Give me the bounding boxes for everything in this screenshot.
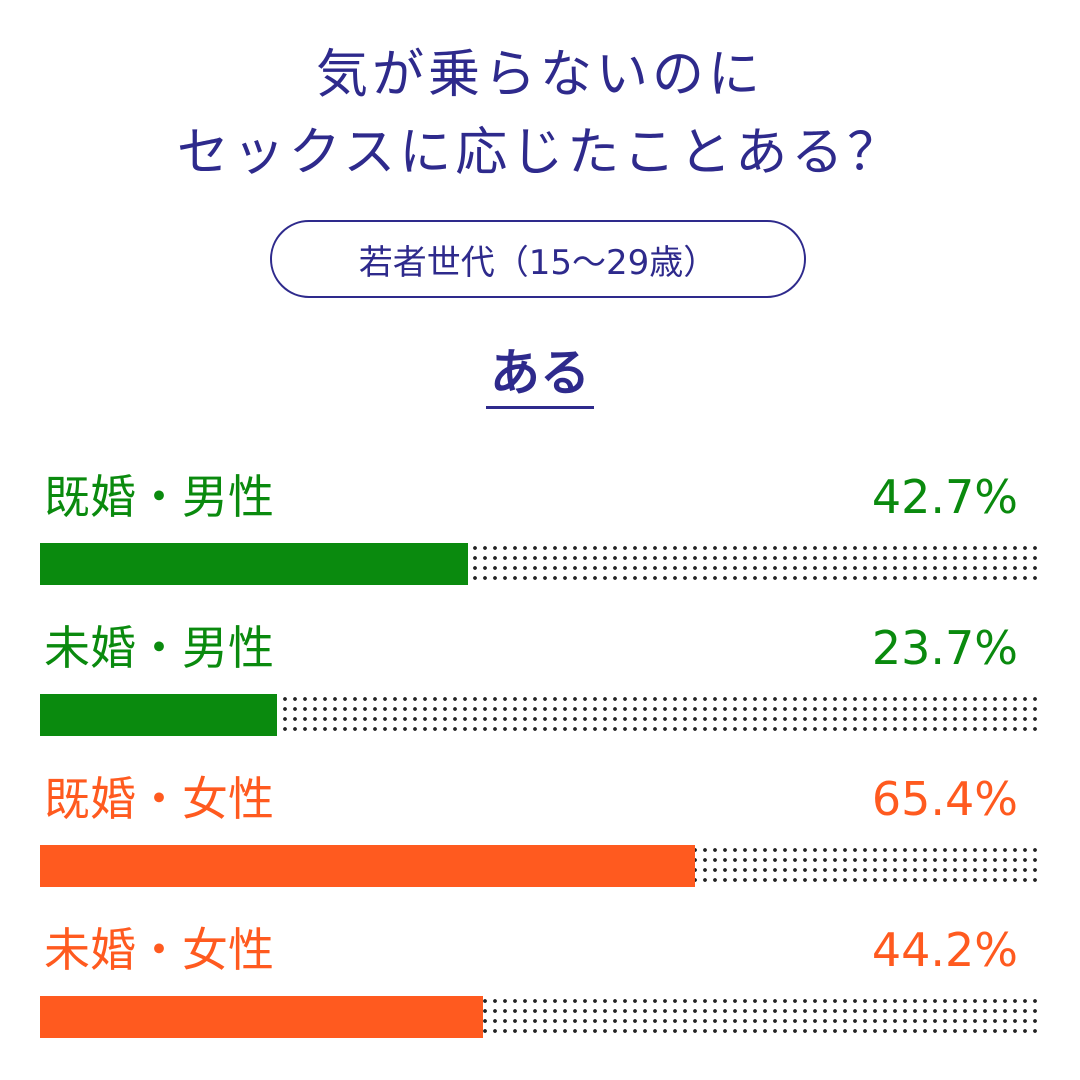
bar-row: 未婚・男性 23.7% [40, 606, 1042, 757]
bar [40, 694, 277, 736]
bar-value-label: 44.2% [871, 923, 1018, 977]
age-group-label: 若者世代（15～29歳） [358, 242, 718, 283]
bar-track [40, 543, 1042, 585]
bar-category-label: 既婚・女性 [44, 772, 274, 826]
bar [40, 996, 483, 1038]
bar-chart: 既婚・男性 42.7% 未婚・男性 23.7% 既婚・女性 65.4% 未婚・女性 44.2% [40, 455, 1042, 1059]
bar-row: 既婚・女性 65.4% [40, 757, 1042, 908]
bar-category-label: 未婚・男性 [44, 621, 274, 675]
chart-title: 気が乗らないのに セックスに応じたことある？ [0, 36, 1080, 192]
bar-row: 既婚・男性 42.7% [40, 455, 1042, 606]
bar-value-label: 65.4% [871, 772, 1018, 826]
bar-value-label: 42.7% [871, 470, 1018, 524]
bar-track [40, 996, 1042, 1038]
answer-heading: ある [0, 340, 1080, 409]
bar-category-label: 既婚・男性 [44, 470, 274, 524]
bar-track [40, 694, 1042, 736]
chart-title-line-2: セックスに応じたことある？ [176, 123, 904, 183]
bar-row: 未婚・女性 44.2% [40, 908, 1042, 1059]
answer-label: ある [486, 340, 594, 409]
bar-value-label: 23.7% [871, 621, 1018, 675]
chart-title-line-1: 気が乗らないのに [315, 45, 764, 105]
bar [40, 845, 695, 887]
age-group-badge: 若者世代（15～29歳） [270, 220, 806, 298]
bar-track [40, 845, 1042, 887]
bar-category-label: 未婚・女性 [44, 923, 274, 977]
bar [40, 543, 468, 585]
